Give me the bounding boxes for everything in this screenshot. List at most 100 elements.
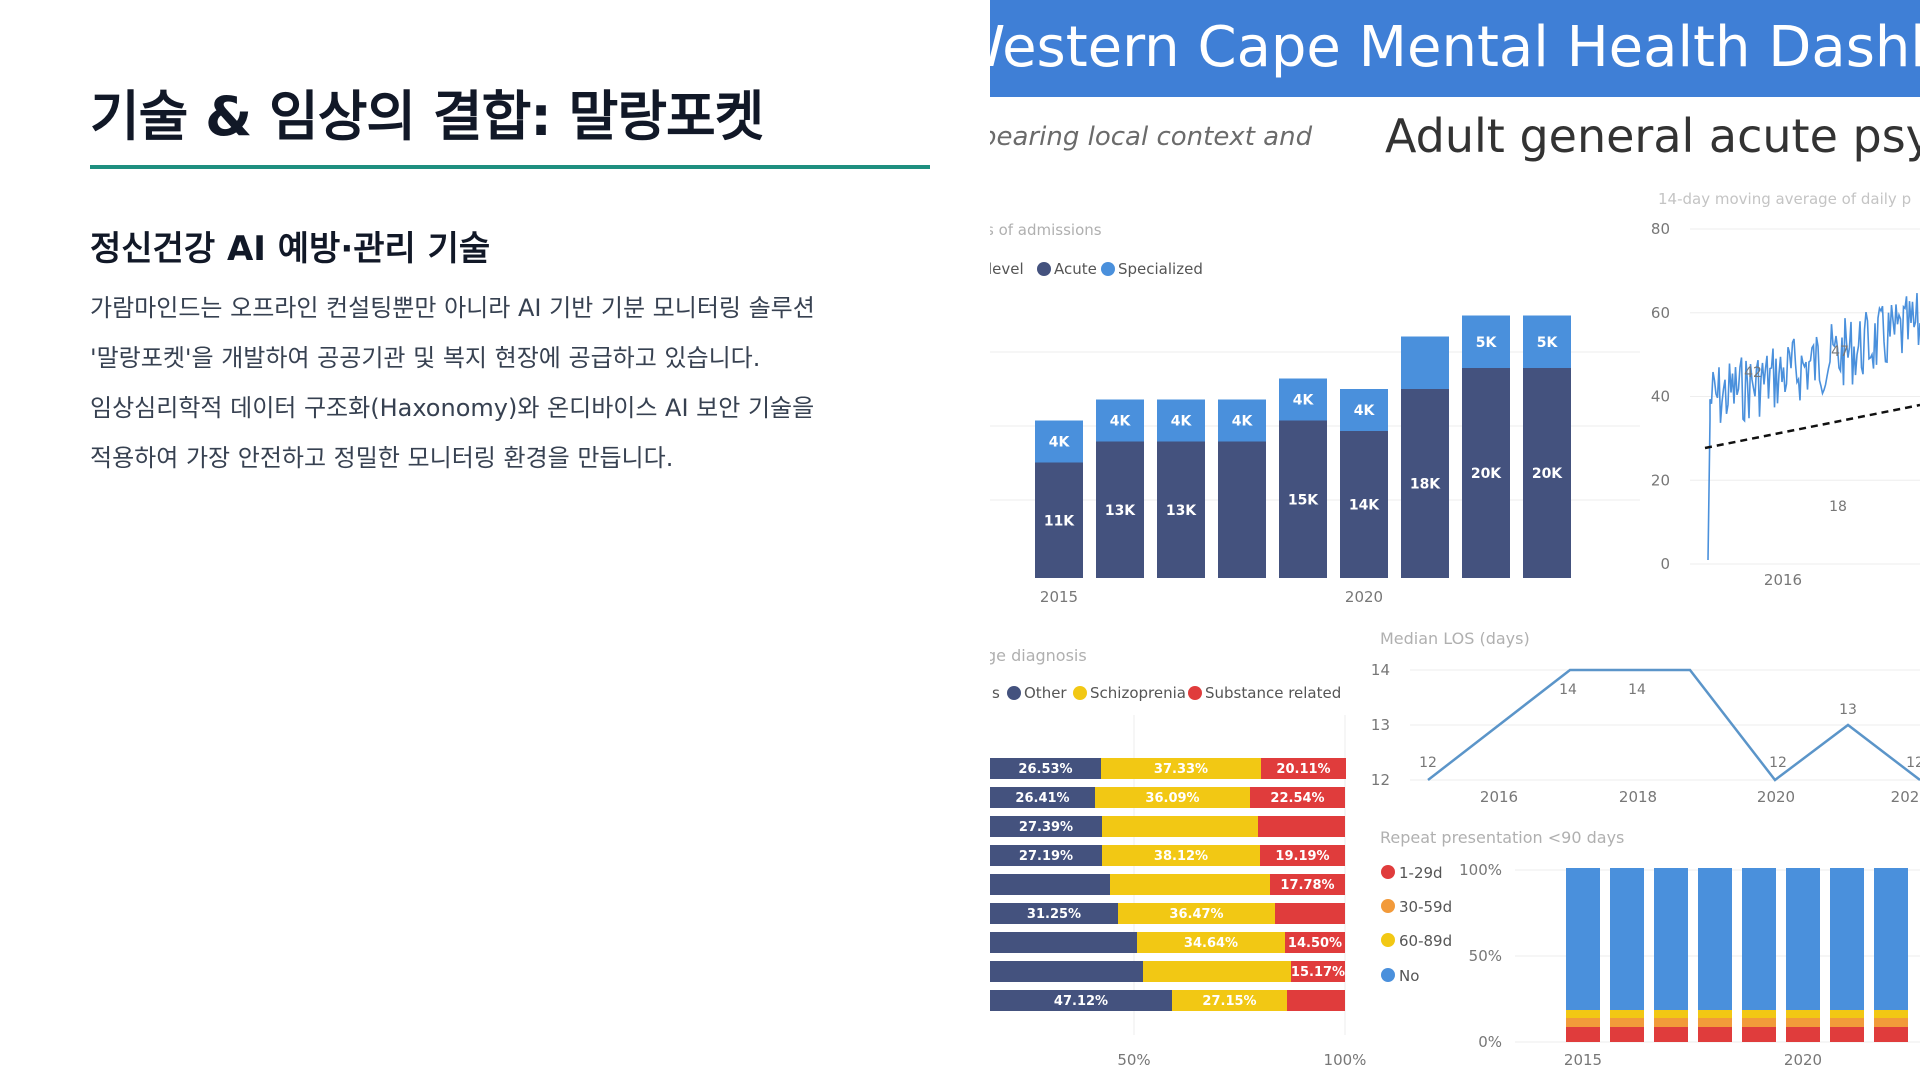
bar-acute — [1340, 431, 1388, 578]
bar-label-specialized: 4K — [1171, 414, 1193, 430]
median-los-title: Median LOS (days) — [1380, 629, 1530, 648]
segment-label: 37.33% — [1154, 762, 1208, 777]
legend-marker-other — [1007, 686, 1021, 700]
y-tick-label: 12 — [1371, 771, 1390, 789]
body-line: 임상심리학적 데이터 구조화(Haxonomy)와 온디바이스 AI 보안 기술… — [90, 394, 815, 422]
dashboard-subtitle-left: bearing local context and — [990, 122, 1313, 152]
bar-specialized — [1035, 420, 1083, 463]
y-tick-label: 14 — [1371, 661, 1390, 679]
bar-acute — [1279, 420, 1327, 578]
segment-other — [990, 932, 1137, 953]
legend-marker-specialized — [1101, 262, 1115, 276]
segment-60-89d — [1786, 1010, 1820, 1018]
y-tick-label: 80 — [1651, 220, 1670, 238]
segment-label: 26.53% — [1018, 762, 1072, 777]
bar-label-acute: 18K — [1410, 477, 1441, 493]
segment-label: 27.15% — [1202, 994, 1256, 1009]
segment-1-29d — [1698, 1027, 1732, 1042]
legend-label-other: Other — [1024, 684, 1067, 702]
segment-60-89d — [1874, 1010, 1908, 1018]
segment-other — [990, 990, 1172, 1011]
y-tick-label: 100% — [1459, 861, 1502, 879]
bar-label-specialized: 4K — [1293, 393, 1315, 409]
segment-30-59d — [1566, 1018, 1600, 1027]
diagnosis-chart-title: ge diagnosis — [990, 646, 1087, 665]
segment-label: 17.78% — [1280, 878, 1334, 893]
segment-schizoprenia — [1110, 874, 1270, 895]
bar-acute — [1096, 441, 1144, 578]
bar-acute — [1157, 441, 1205, 578]
segment-label: 15.17% — [1291, 965, 1345, 980]
segment-label: 27.39% — [1019, 820, 1073, 835]
y-tick-label: 40 — [1651, 388, 1670, 406]
bar-acute — [1218, 441, 1266, 578]
segment-label: 22.54% — [1270, 791, 1324, 806]
segment-schizoprenia — [1095, 787, 1250, 808]
legend-marker-1-29d — [1381, 865, 1395, 879]
segment-1-29d — [1830, 1027, 1864, 1042]
segment-other — [990, 787, 1095, 808]
segment-1-29d — [1742, 1027, 1776, 1042]
data-label: 14 — [1628, 682, 1646, 698]
x-tick-label: 2015 — [1040, 588, 1078, 606]
bar-label-acute: 15K — [1288, 492, 1319, 508]
segment-substance — [1287, 990, 1345, 1011]
segment-substance — [1250, 787, 1345, 808]
segment-substance — [1291, 961, 1345, 982]
segment-other — [990, 816, 1102, 837]
segment-1-29d — [1566, 1027, 1600, 1042]
legend-marker-substance — [1188, 686, 1202, 700]
y-tick-label: 60 — [1651, 304, 1670, 322]
x-tick-label: 2020 — [1757, 788, 1795, 806]
bar-label-specialized: 4K — [1232, 414, 1254, 430]
legend-label-schizoprenia: Schizoprenia — [1090, 684, 1186, 702]
data-label: 14 — [1559, 682, 1577, 698]
segment-schizoprenia — [1143, 961, 1291, 982]
segment-other — [990, 903, 1118, 924]
bar-label-acute: 14K — [1349, 498, 1380, 514]
segment-label: 14.50% — [1288, 936, 1342, 951]
admissions-legend-prefix: level — [990, 260, 1024, 278]
segment-substance — [1258, 816, 1345, 837]
dashboard-title: Western Cape Mental Health Dashboard — [990, 15, 1920, 80]
moving-average-title: 14-day moving average of daily p — [1658, 190, 1911, 208]
diagnosis-legend-prefix: s — [992, 684, 1000, 702]
legend-marker-30-59d — [1381, 899, 1395, 913]
bar-acute — [1462, 368, 1510, 578]
data-label: 13 — [1839, 702, 1857, 718]
segment-1-29d — [1874, 1027, 1908, 1042]
x-tick-label: 2020 — [1784, 1051, 1822, 1069]
segment-1-29d — [1610, 1027, 1644, 1042]
bar-specialized — [1218, 399, 1266, 442]
segment-1-29d — [1786, 1027, 1820, 1042]
segment-other — [990, 845, 1102, 866]
admissions-chart-title: s of admissions — [990, 221, 1102, 239]
segment-30-59d — [1874, 1018, 1908, 1027]
segment-30-59d — [1654, 1018, 1688, 1027]
segment-substance — [1260, 845, 1345, 866]
x-tick-label: 2018 — [1619, 788, 1657, 806]
bar-specialized — [1340, 389, 1388, 431]
bar-acute — [1523, 368, 1571, 578]
segment-schizoprenia — [1102, 816, 1258, 837]
legend-label-1-29d: 1-29d — [1399, 864, 1443, 882]
data-label: 12 — [1906, 755, 1920, 771]
bar-label-acute: 20K — [1532, 466, 1563, 482]
x-tick-label: 2020 — [1345, 588, 1383, 606]
admissions-chart: s of admissions level Acute Specialized … — [990, 221, 1640, 606]
segment-substance — [1270, 874, 1345, 895]
legend-marker-acute — [1037, 262, 1051, 276]
segment-schizoprenia — [1137, 932, 1285, 953]
segment-label: 34.64% — [1184, 936, 1238, 951]
bar-label-specialized: 4K — [1110, 414, 1132, 430]
x-tick-label: 2016 — [1480, 788, 1518, 806]
bar-label-specialized: 5K — [1537, 335, 1559, 351]
body-line: 적용하여 가장 안전하고 정밀한 모니터링 환경을 만듭니다. — [90, 444, 674, 472]
segment-label: 19.19% — [1275, 849, 1329, 864]
bar-label-specialized: 4K — [1049, 435, 1071, 451]
segment-1-29d — [1654, 1027, 1688, 1042]
segment-60-89d — [1698, 1010, 1732, 1018]
segment-schizoprenia — [1101, 758, 1261, 779]
x-tick-label: 100% — [1324, 1051, 1367, 1069]
